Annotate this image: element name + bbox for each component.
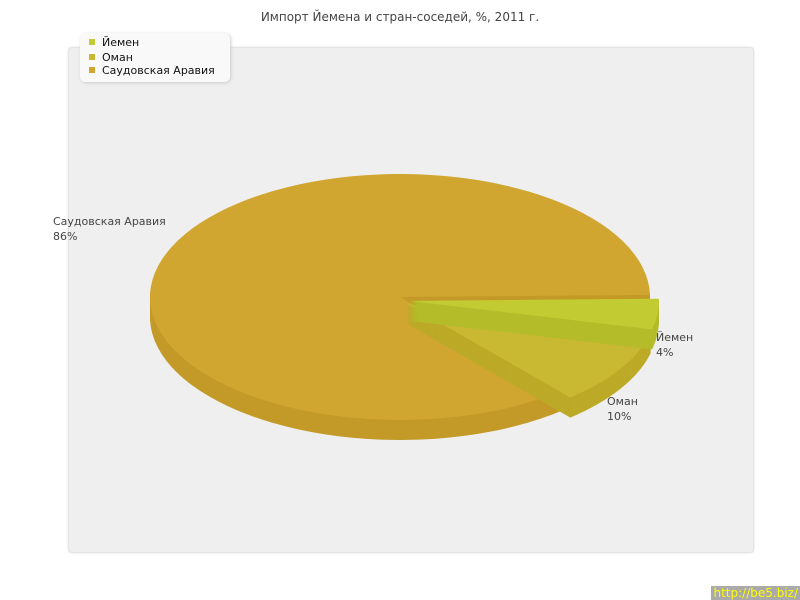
pie-slice-top [150, 173, 650, 420]
legend-label: Саудовская Аравия [102, 64, 215, 77]
legend-swatch [89, 39, 95, 45]
legend-swatch [89, 67, 95, 73]
pie-slice-top [408, 298, 659, 330]
legend: Йемен Оман Саудовская Аравия [80, 33, 230, 82]
legend-label: Йемен [102, 36, 140, 49]
data-label-yemen: Йемен 4% [656, 331, 694, 359]
pie-slice-yemen[interactable] [408, 298, 659, 350]
legend-swatch [89, 54, 95, 60]
legend-label: Оман [102, 51, 133, 64]
chart-title: Импорт Йемена и стран-соседей, %, 2011 г… [260, 10, 540, 24]
data-label-saudi: Саудовская Аравия 86% [53, 215, 166, 243]
watermark[interactable]: http://be5.biz/ [711, 586, 800, 600]
pie-slice-saudi-arabia[interactable] [150, 173, 650, 440]
legend-item-saudi[interactable]: Саудовская Аравия [89, 64, 215, 78]
legend-item-yemen[interactable]: Йемен [89, 36, 139, 50]
legend-item-oman[interactable]: Оман [89, 51, 133, 65]
data-label-oman: Оман 10% [607, 395, 638, 423]
